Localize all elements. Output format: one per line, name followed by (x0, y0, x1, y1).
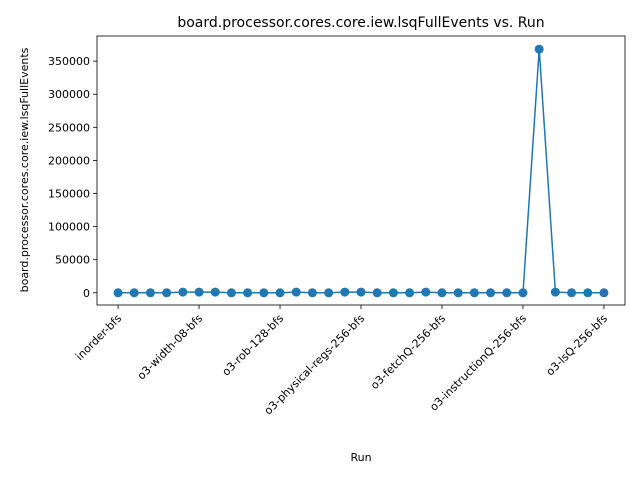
data-point (243, 288, 253, 298)
data-point (113, 288, 123, 298)
data-point (356, 287, 366, 297)
y-tick-label: 0 (83, 287, 90, 300)
data-point (518, 288, 528, 298)
data-point (372, 288, 382, 298)
data-point (437, 288, 447, 298)
data-point (486, 288, 496, 298)
data-point (502, 288, 512, 298)
data-point (275, 288, 285, 298)
x-tick-label: inorder-bfs (73, 312, 124, 363)
x-axis-ticks: inorder-bfs o3-width-08-bfs o3-rob-128-bfs… (73, 305, 610, 417)
x-tick-label: o3-instructionQ-256-bfs (427, 312, 529, 414)
x-tick-label: o3-fetchQ-256-bfs (368, 312, 448, 392)
x-tick-label: o3-lsQ-256-bfs (544, 312, 611, 379)
data-point (145, 288, 155, 298)
y-tick-label: 200000 (48, 154, 90, 167)
data-point (534, 44, 544, 54)
data-point (453, 288, 463, 298)
data-point (194, 287, 204, 297)
plot-area (96, 35, 626, 306)
data-point (469, 288, 479, 298)
data-point (226, 288, 236, 298)
data-point (259, 288, 269, 298)
data-point (405, 288, 415, 298)
y-tick-label: 50000 (55, 254, 90, 267)
y-tick-label: 100000 (48, 221, 90, 234)
y-tick-label: 300000 (48, 88, 90, 101)
y-axis-label: board.processor.cores.core.iew.lsqFullEv… (18, 47, 31, 292)
y-axis-ticks: 0 50000 100000 150000 200000 250000 300000 3500… (48, 55, 97, 300)
y-tick-label: 150000 (48, 187, 90, 200)
series-markers (113, 44, 609, 298)
x-axis-label: Run (350, 451, 371, 464)
data-point (307, 288, 317, 298)
data-point (388, 288, 398, 298)
data-point (340, 287, 350, 297)
data-point (162, 288, 172, 298)
data-point (550, 287, 560, 297)
data-point (291, 287, 301, 297)
x-tick-label: o3-width-08-bfs (135, 312, 206, 383)
data-point (178, 287, 188, 297)
y-tick-label: 250000 (48, 121, 90, 134)
data-point (567, 288, 577, 298)
data-point (583, 288, 593, 298)
chart-title: board.processor.cores.core.iew.lsqFullEv… (177, 15, 544, 31)
x-tick-label: o3-rob-128-bfs (220, 312, 287, 379)
data-point (599, 288, 609, 298)
data-point (129, 288, 139, 298)
series-line (118, 49, 604, 294)
data-point (210, 287, 220, 297)
y-tick-label: 350000 (48, 55, 90, 68)
data-point (421, 287, 431, 297)
data-point (324, 288, 334, 298)
